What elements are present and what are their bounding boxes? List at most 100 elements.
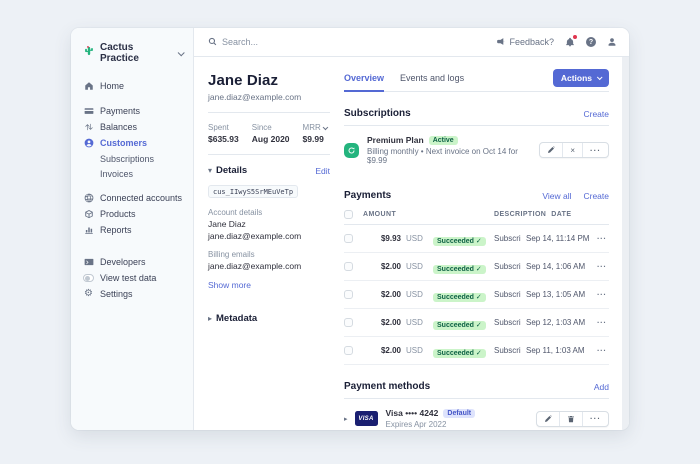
- gear-icon: ⚙: [84, 288, 93, 299]
- subscriptions-title: Subscriptions: [344, 108, 411, 119]
- sidebar-item-home[interactable]: Home: [71, 78, 193, 94]
- sidebar-item-view-test-data[interactable]: View test data: [71, 270, 193, 286]
- stat-mrr[interactable]: MRR $9.99: [303, 123, 328, 144]
- sidebar-item-connected-accounts[interactable]: Connected accounts: [71, 190, 193, 206]
- sidebar-item-products[interactable]: Products: [71, 206, 193, 222]
- payment-method-row[interactable]: ▸ VISA Visa •••• 4242 Default Expires Ap…: [344, 399, 609, 430]
- create-subscription-link[interactable]: Create: [583, 108, 609, 119]
- payment-method-actions: ···: [536, 410, 609, 427]
- customer-summary-panel: Jane Diaz jane.diaz@example.com Spent $6…: [194, 57, 344, 430]
- sidebar-item-settings[interactable]: ⚙ Settings: [84, 288, 133, 300]
- card-expiry: Expires Apr 2022: [385, 420, 447, 429]
- status-badge: Succeeded ✓: [433, 236, 486, 246]
- feedback-button[interactable]: Feedback?: [496, 37, 554, 48]
- help-button[interactable]: ?: [586, 37, 596, 47]
- sidebar-item-balances[interactable]: Balances: [71, 119, 193, 135]
- account-switcher[interactable]: Cactus Practice: [71, 40, 193, 74]
- payments-view-all-link[interactable]: View all: [542, 190, 572, 201]
- search-input[interactable]: [222, 37, 342, 47]
- card-label: Visa •••• 4242: [385, 408, 439, 418]
- card-icon: [83, 106, 94, 117]
- toggle-icon: [83, 273, 94, 284]
- show-more-link[interactable]: Show more: [208, 279, 251, 290]
- sidebar-item-invoices[interactable]: Invoices: [100, 168, 134, 179]
- card-more-button[interactable]: ···: [582, 411, 608, 426]
- sidebar-item-payments[interactable]: Payments: [71, 103, 193, 119]
- edit-subscription-button[interactable]: [540, 143, 562, 157]
- status-badge: Succeeded ✓: [433, 264, 486, 274]
- notifications-button[interactable]: [565, 34, 578, 47]
- sidebar-item-developers[interactable]: Developers: [71, 254, 193, 270]
- account-email: jane.diaz@example.com: [208, 230, 302, 241]
- actions-button[interactable]: Actions: [552, 69, 609, 87]
- billing-email: jane.diaz@example.com: [208, 260, 302, 271]
- select-all-checkbox[interactable]: [344, 210, 353, 219]
- sidebar-nav: Home Payments Balances Customers Subscri…: [71, 74, 193, 306]
- box-icon: [83, 209, 94, 220]
- status-badge: Succeeded ✓: [433, 320, 486, 330]
- caret-down-icon: ▾: [208, 166, 213, 175]
- home-icon: [83, 81, 94, 92]
- subscription-name: Premium Plan: [367, 135, 424, 145]
- payments-section: Payments View all Create AMOUNT DESCRIPT…: [344, 190, 609, 365]
- chevron-down-icon: [322, 124, 328, 130]
- subscription-row[interactable]: Premium Plan Active Billing monthly • Ne…: [344, 126, 609, 174]
- payment-row[interactable]: $9.93 USD Succeeded ✓ Subscription updat…: [344, 225, 609, 253]
- notification-badge: [572, 34, 578, 40]
- payment-row[interactable]: $2.00 USD Succeeded ✓ Subscription updat…: [344, 337, 609, 365]
- cactus-logo-icon: [83, 44, 95, 62]
- sidebar-item-subscriptions[interactable]: Subscriptions: [100, 153, 155, 164]
- sidebar-item-customers[interactable]: Customers: [71, 135, 193, 151]
- workspace-name: Cactus Practice: [100, 42, 139, 64]
- person-circle-icon: [83, 138, 94, 149]
- row-more-button[interactable]: ···: [597, 346, 607, 355]
- payment-row[interactable]: $2.00 USD Succeeded ✓ Subscription updat…: [344, 309, 609, 337]
- tab-events-and-logs[interactable]: Events and logs: [400, 73, 465, 83]
- payment-methods-section: Payment methods Add ▸ VISA Visa •••• 424…: [344, 381, 609, 430]
- row-checkbox[interactable]: [344, 234, 353, 243]
- subscription-more-button[interactable]: ···: [582, 143, 608, 157]
- add-payment-method-link[interactable]: Add: [593, 381, 609, 392]
- payments-title: Payments: [344, 190, 392, 201]
- row-more-button[interactable]: ···: [597, 262, 607, 271]
- customer-name: Jane Diaz: [208, 72, 279, 89]
- arrows-up-down-icon: [83, 122, 94, 133]
- payments-create-link[interactable]: Create: [583, 190, 609, 201]
- delete-card-button[interactable]: [559, 411, 582, 426]
- row-checkbox[interactable]: [344, 346, 353, 355]
- status-badge: Succeeded ✓: [433, 292, 486, 302]
- chevron-down-icon: [596, 74, 603, 81]
- tab-overview[interactable]: Overview: [344, 70, 385, 92]
- account-name: Jane Diaz: [208, 218, 246, 229]
- payment-row[interactable]: $2.00 USD Succeeded ✓ Subscription updat…: [344, 253, 609, 281]
- cancel-subscription-button[interactable]: ×: [562, 143, 582, 157]
- sidebar-item-reports[interactable]: Reports: [71, 222, 193, 238]
- topbar: Feedback? ?: [194, 28, 629, 57]
- row-more-button[interactable]: ···: [597, 290, 607, 299]
- edit-details-link[interactable]: Edit: [315, 165, 330, 176]
- subscription-cycle-icon: [344, 142, 359, 158]
- question-icon: ?: [586, 37, 596, 47]
- metadata-section-toggle[interactable]: ▸ Metadata: [208, 312, 258, 324]
- stat-spent: Spent $635.93: [208, 123, 239, 144]
- search-icon: [208, 33, 217, 51]
- row-more-button[interactable]: ···: [597, 234, 607, 243]
- detail-panel: Overview Events and logs Actions Subscri…: [344, 57, 629, 430]
- content: Jane Diaz jane.diaz@example.com Spent $6…: [194, 57, 629, 430]
- terminal-icon: [83, 257, 94, 268]
- visa-card-icon: VISA: [354, 411, 378, 426]
- row-more-button[interactable]: ···: [597, 318, 607, 327]
- customer-stats: Spent $635.93 Since Aug 2020 MRR $9.99: [208, 123, 330, 144]
- expand-caret-icon[interactable]: ▸: [344, 415, 348, 423]
- row-checkbox[interactable]: [344, 290, 353, 299]
- profile-button[interactable]: [607, 37, 617, 47]
- row-checkbox[interactable]: [344, 318, 353, 327]
- row-checkbox[interactable]: [344, 262, 353, 271]
- details-section-toggle[interactable]: ▾ Details: [208, 165, 248, 176]
- scrollbar[interactable]: [622, 57, 629, 430]
- customer-id-token[interactable]: cus_IIwyS5SrMEuVeTp: [208, 185, 299, 198]
- search-bar[interactable]: [208, 33, 496, 51]
- account-details-label: Account details: [208, 207, 263, 217]
- payment-row[interactable]: $2.00 USD Succeeded ✓ Subscription updat…: [344, 281, 609, 309]
- edit-card-button[interactable]: [537, 412, 559, 426]
